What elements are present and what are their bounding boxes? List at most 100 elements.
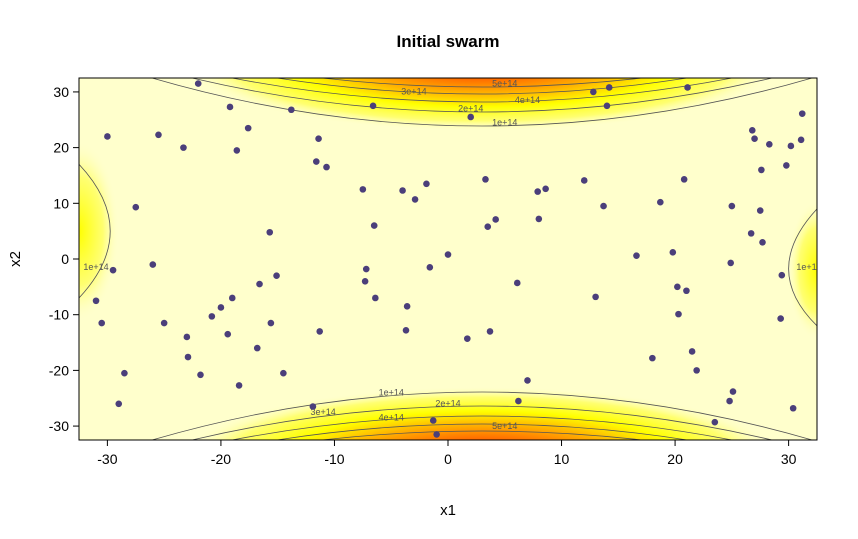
swarm-point (315, 135, 322, 143)
swarm-point (402, 326, 410, 334)
swarm-point (464, 335, 471, 342)
swarm-point (160, 319, 168, 327)
swarm-point (92, 297, 100, 305)
swarm-point (433, 431, 440, 438)
swarm-point (266, 228, 274, 236)
swarm-point (132, 203, 140, 211)
swarm-point (657, 198, 664, 206)
swarm-point (288, 106, 295, 114)
swarm-point (149, 261, 157, 268)
x-tick-label: -20 (211, 451, 231, 467)
contour-line-top-4 (277, 78, 688, 95)
swarm-point (359, 186, 367, 193)
swarm-point (399, 187, 406, 194)
swarm-point (98, 319, 106, 327)
swarm-point (194, 80, 202, 87)
swarm-point (797, 136, 805, 144)
swarm-point (423, 180, 430, 188)
swarm-point (183, 333, 191, 341)
contour-label: 2e+14 (435, 399, 460, 409)
swarm-point (309, 403, 317, 410)
swarm-point (273, 272, 280, 280)
contour-line-top-5 (322, 78, 643, 88)
x-tick-label: 30 (781, 451, 797, 467)
contour-label: 4e+14 (379, 413, 404, 423)
contour-label: 5e+14 (492, 78, 517, 88)
swarm-point (603, 102, 611, 110)
swarm-point (184, 353, 192, 361)
swarm-point (467, 113, 475, 121)
swarm-point (429, 417, 437, 424)
contour-label: 1e+14 (796, 262, 821, 272)
contour-line-bottom-4 (277, 423, 688, 440)
x-tick-label: -10 (324, 451, 344, 467)
swarm-point (787, 142, 795, 150)
swarm-point (155, 131, 162, 139)
swarm-point (747, 230, 755, 237)
contour-lines: 1e+14 2e+14 3e+14 4e+14 5e+14 1e+14 2e+14 3e+14… (79, 78, 821, 440)
x-axis: -30 -20 -10 0 10 20 30 (97, 440, 797, 467)
swarm-point (751, 135, 758, 143)
contour-label: 1e+14 (83, 262, 108, 272)
contour-line-left (79, 164, 111, 299)
swarm-point (727, 259, 735, 267)
swarm-point (688, 348, 696, 355)
swarm-point (515, 397, 522, 405)
y-tick-label: -20 (49, 362, 69, 378)
swarm-point (674, 283, 681, 291)
swarm-point (633, 252, 640, 259)
y-tick-label: 10 (53, 195, 69, 211)
swarm-point (590, 88, 597, 96)
x-axis-label: x1 (440, 502, 456, 519)
contour-label: 4e+14 (515, 95, 540, 105)
swarm-point (778, 271, 786, 279)
swarm-point (312, 158, 320, 165)
y-axis-label: x2 (7, 251, 24, 267)
contour-group: 1e+14 2e+14 3e+14 4e+14 5e+14 1e+14 2e+14 3e+14… (79, 78, 821, 440)
swarm-point (235, 382, 243, 389)
swarm-point (228, 294, 236, 302)
plot-area: 1e+14 2e+14 3e+14 4e+14 5e+14 1e+14 2e+14 3e+14… (78, 77, 821, 441)
swarm-point (403, 303, 411, 310)
contour-line-bottom-3 (231, 415, 733, 440)
swarm-point (267, 319, 275, 327)
swarm-point (684, 84, 691, 91)
swarm-point (224, 330, 232, 338)
swarm-point (542, 185, 549, 193)
swarm-point (649, 354, 656, 362)
contour-label: 3e+14 (401, 87, 426, 97)
swarm-point (513, 279, 521, 287)
swarm-point (766, 140, 773, 148)
swarm-point (226, 103, 234, 111)
x-tick-label: 10 (554, 451, 570, 467)
swarm-point (104, 133, 111, 140)
swarm-point (777, 315, 784, 322)
x-tick-label: -30 (97, 451, 117, 467)
swarm-point (729, 388, 737, 395)
contour-label: 5e+14 (492, 421, 517, 431)
swarm-point (669, 249, 677, 256)
swarm-point (759, 238, 766, 246)
swarm-point (524, 377, 531, 384)
swarm-point (180, 144, 187, 151)
swarm-point (372, 294, 379, 302)
x-tick-label: 0 (444, 451, 452, 467)
swarm-point (362, 265, 370, 273)
heatmap-hot-zones (79, 78, 817, 440)
swarm-point (592, 293, 599, 301)
contour-label: 2e+14 (458, 103, 483, 113)
contour-line-right (788, 208, 817, 327)
swarm-point (323, 163, 330, 171)
swarm-point (217, 304, 225, 311)
hot-zone-bottom (190, 386, 774, 440)
swarm-points (92, 80, 806, 438)
swarm-point (444, 251, 452, 258)
contour-line-top-3 (231, 78, 733, 103)
swarm-point (197, 371, 204, 379)
swarm-point (726, 397, 733, 405)
swarm-point (361, 277, 369, 285)
swarm-point (711, 418, 719, 426)
y-tick-label: -30 (49, 418, 69, 434)
contour-line-top-2 (191, 78, 773, 113)
contour-line-bottom-5 (322, 430, 643, 440)
